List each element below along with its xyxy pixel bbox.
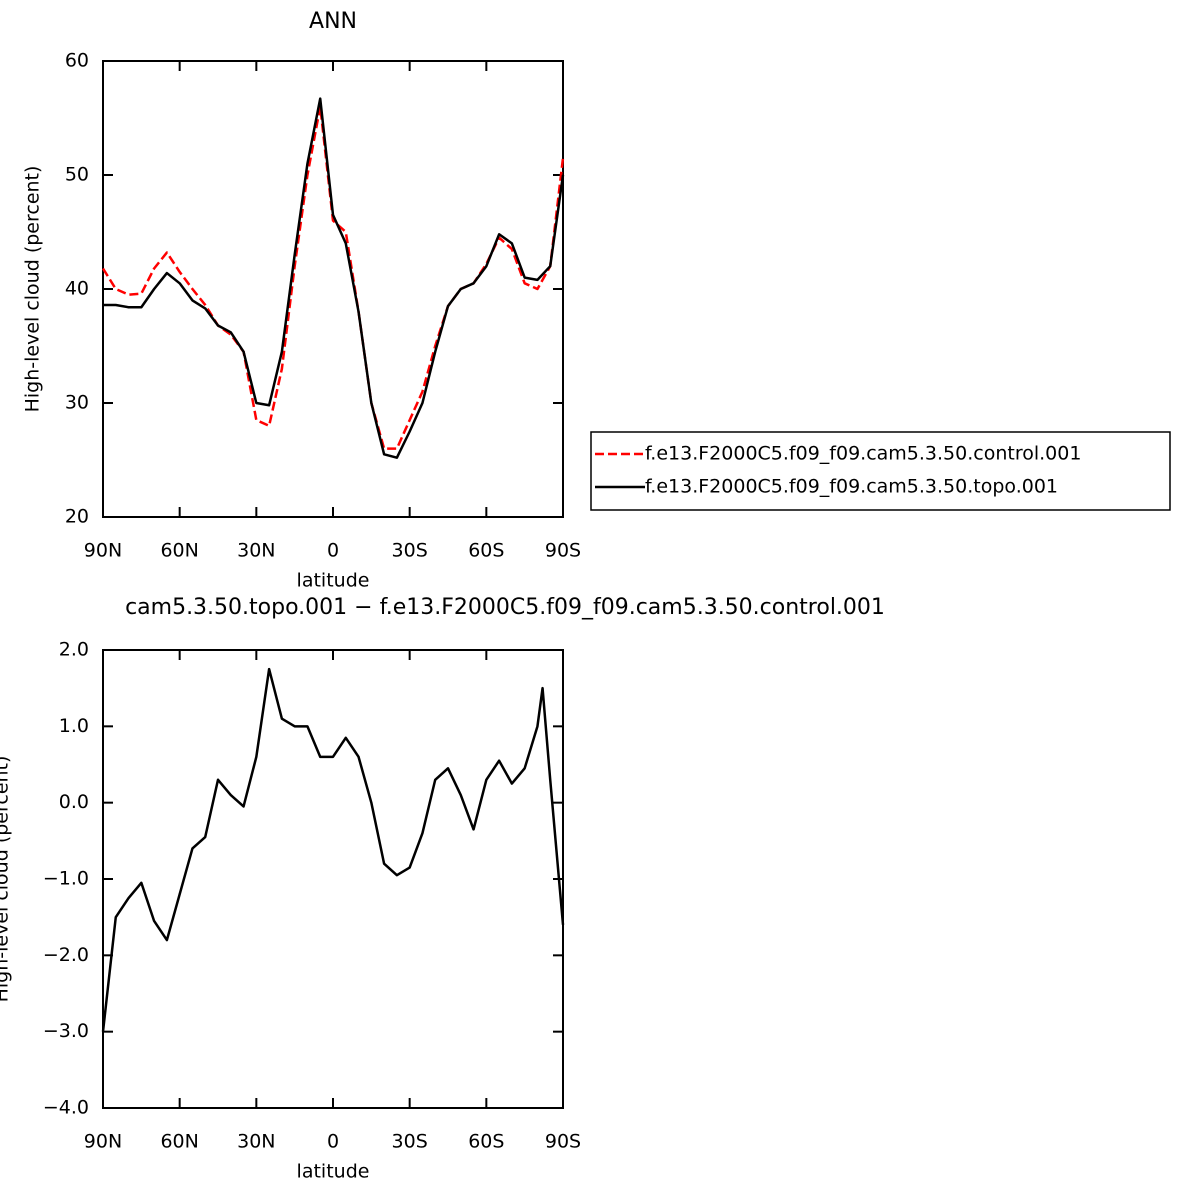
legend-label: f.e13.F2000C5.f09_f09.cam5.3.50.control.…	[645, 443, 1081, 465]
chart-title: ANN	[309, 9, 357, 34]
chart-title: cam5.3.50.topo.001 − f.e13.F2000C5.f09_f…	[125, 595, 885, 620]
legend-label: f.e13.F2000C5.f09_f09.cam5.3.50.topo.001	[645, 476, 1058, 498]
y-tick-label: 1.0	[59, 715, 89, 737]
y-tick-label: 60	[65, 50, 89, 72]
x-tick-label: 30N	[237, 540, 275, 562]
x-tick-label: 90N	[84, 540, 122, 562]
y-tick-label: 40	[65, 278, 89, 300]
y-tick-label: −4.0	[43, 1097, 89, 1119]
y-tick-label: 30	[65, 392, 89, 414]
y-tick-label: 20	[65, 506, 89, 528]
y-axis-label: High-level cloud (percent)	[22, 166, 44, 413]
y-tick-label: −3.0	[43, 1020, 89, 1042]
x-tick-label: 60S	[468, 540, 504, 562]
y-tick-label: 50	[65, 164, 89, 186]
x-tick-label: 90S	[545, 540, 581, 562]
data-line	[101, 667, 565, 1032]
x-tick-label: 90S	[545, 1131, 581, 1153]
x-tick-label: 30N	[237, 1131, 275, 1153]
legend-box	[590, 431, 1171, 511]
data-line	[103, 97, 565, 459]
plot-frame	[102, 649, 564, 1109]
plot-frame	[102, 60, 564, 518]
y-axis-label: High-level cloud (percent)	[0, 756, 13, 1003]
data-line	[101, 105, 565, 450]
y-tick-label: 0.0	[59, 791, 89, 813]
x-tick-label: 30S	[392, 1131, 428, 1153]
x-axis-label: latitude	[297, 570, 370, 592]
y-tick-label: −2.0	[43, 944, 89, 966]
x-tick-label: 0	[327, 1131, 339, 1153]
x-tick-label: 60S	[468, 1131, 504, 1153]
x-tick-label: 90N	[84, 1131, 122, 1153]
x-tick-label: 60N	[160, 540, 198, 562]
x-axis-label: latitude	[297, 1161, 370, 1183]
y-tick-label: −1.0	[43, 868, 89, 890]
x-tick-label: 0	[327, 540, 339, 562]
y-tick-label: 2.0	[59, 639, 89, 661]
x-tick-label: 30S	[392, 540, 428, 562]
x-tick-label: 60N	[160, 1131, 198, 1153]
